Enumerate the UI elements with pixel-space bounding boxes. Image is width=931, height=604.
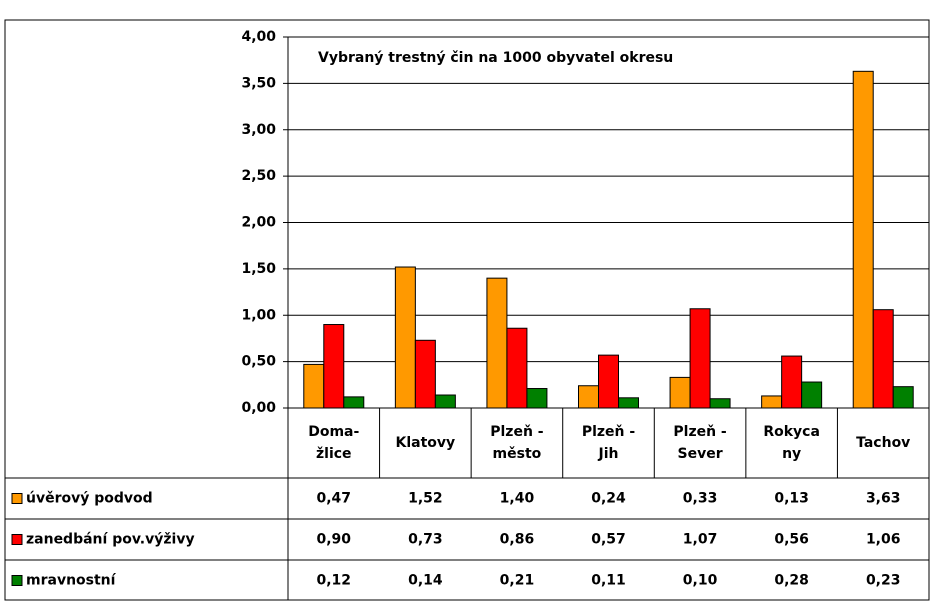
data-table-value: 0,33 bbox=[683, 491, 718, 507]
legend-swatch bbox=[11, 575, 23, 586]
y-tick-label: 2,00 bbox=[241, 215, 276, 231]
data-table-value: 0,23 bbox=[866, 573, 901, 589]
bar bbox=[414, 339, 436, 409]
y-tick-label: 3,00 bbox=[241, 122, 276, 138]
data-table-value: 1,07 bbox=[683, 532, 718, 548]
bar bbox=[872, 309, 894, 409]
y-tick-label: 1,50 bbox=[241, 261, 276, 277]
x-tick-label: Plzeň - bbox=[490, 424, 544, 440]
data-table-value: 0,21 bbox=[500, 573, 535, 589]
bar bbox=[709, 398, 731, 409]
y-tick-label: 3,50 bbox=[241, 75, 276, 91]
bar bbox=[303, 363, 325, 409]
bar bbox=[486, 277, 508, 409]
x-tick-label: Sever bbox=[678, 446, 723, 462]
x-tick-label: Rokyca bbox=[763, 424, 820, 440]
bar bbox=[434, 394, 456, 409]
data-table-value: 3,63 bbox=[866, 491, 901, 507]
data-table-value: 0,11 bbox=[591, 573, 626, 589]
bar bbox=[761, 395, 783, 409]
x-tick-label: město bbox=[493, 446, 542, 462]
x-tick-label: žlice bbox=[316, 446, 352, 462]
y-tick-label: 0,50 bbox=[241, 354, 276, 370]
data-table-value: 0,56 bbox=[774, 532, 809, 548]
data-table-value: 0,13 bbox=[774, 491, 809, 507]
y-tick-label: 1,00 bbox=[241, 307, 276, 323]
x-tick-label: ny bbox=[782, 446, 801, 462]
legend-swatch bbox=[11, 534, 23, 545]
legend-label: zanedbání pov.výživy bbox=[26, 532, 195, 548]
bar bbox=[506, 327, 528, 409]
bar bbox=[689, 308, 711, 409]
data-table-value: 0,86 bbox=[500, 532, 535, 548]
x-tick-label: Plzeň - bbox=[582, 424, 636, 440]
data-table-value: 0,14 bbox=[408, 573, 443, 589]
bar bbox=[598, 354, 619, 409]
bar bbox=[343, 396, 365, 409]
bar bbox=[394, 266, 416, 409]
data-table-value: 1,52 bbox=[408, 491, 443, 507]
chart-frame bbox=[4, 19, 930, 601]
x-tick-label: Jih bbox=[598, 446, 619, 462]
x-tick-label: Plzeň - bbox=[673, 424, 727, 440]
bar bbox=[618, 397, 639, 409]
bar bbox=[892, 386, 914, 409]
annotation: Vybraný trestný čin na 1000 obyvatel okr… bbox=[318, 50, 673, 66]
data-table-value: 0,10 bbox=[683, 573, 718, 589]
y-tick-label: 0,00 bbox=[241, 400, 276, 416]
data-table-value: 0,57 bbox=[591, 532, 626, 548]
data-table-value: 0,73 bbox=[408, 532, 443, 548]
bar bbox=[852, 70, 874, 409]
y-tick-label: 4,00 bbox=[241, 29, 276, 45]
data-table-value: 0,47 bbox=[317, 491, 352, 507]
legend-label: úvěrový podvod bbox=[26, 491, 153, 507]
bar bbox=[781, 355, 803, 409]
data-table-value: 0,28 bbox=[774, 573, 809, 589]
data-table-value: 0,12 bbox=[317, 573, 352, 589]
data-table-value: 0,90 bbox=[317, 532, 352, 548]
bar bbox=[578, 385, 599, 409]
bar bbox=[526, 388, 548, 409]
x-tick-label: Klatovy bbox=[396, 435, 456, 451]
data-table-value: 1,06 bbox=[866, 532, 901, 548]
bar bbox=[801, 381, 823, 409]
x-tick-label: Doma- bbox=[308, 424, 359, 440]
data-table-value: 0,24 bbox=[591, 491, 626, 507]
y-tick-label: 2,50 bbox=[241, 168, 276, 184]
bar bbox=[669, 376, 691, 409]
legend-label: mravnostní bbox=[26, 573, 117, 589]
legend-swatch bbox=[11, 493, 23, 504]
data-table-value: 1,40 bbox=[500, 491, 535, 507]
bar bbox=[323, 324, 345, 409]
x-tick-label: Tachov bbox=[856, 435, 910, 451]
